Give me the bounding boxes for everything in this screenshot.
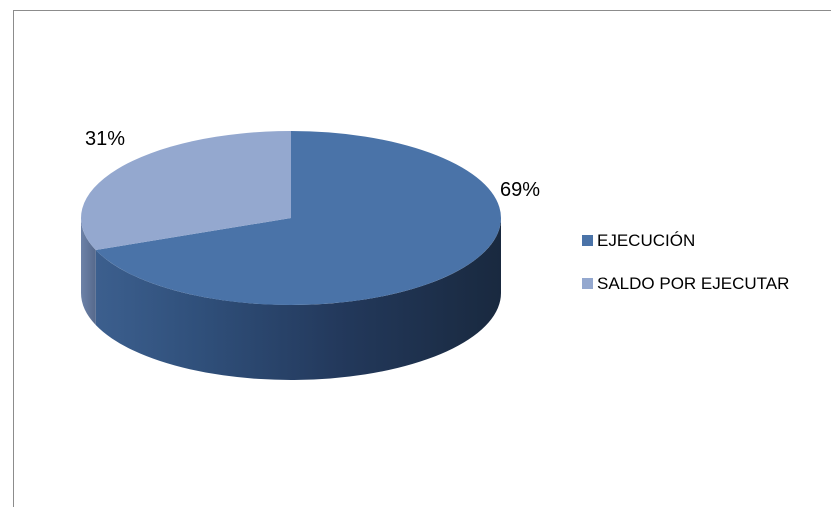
legend-item-1: EJECUCIÓN <box>582 231 695 250</box>
pie-slice-2 <box>80 131 291 251</box>
legend-swatch-2 <box>582 278 593 289</box>
legend-label-1: EJECUCIÓN <box>597 231 695 250</box>
pie-slice-side-2 <box>81 218 96 326</box>
data-label-2: 31% <box>85 128 125 150</box>
legend-swatch-1 <box>582 235 593 246</box>
data-label-1: 69% <box>500 179 540 201</box>
legend-label-2: SALDO POR EJECUTAR <box>597 274 789 293</box>
legend-item-2: SALDO POR EJECUTAR <box>582 274 789 293</box>
pie-slice-side-1 <box>95 218 501 380</box>
pie-slice-1 <box>95 131 501 305</box>
